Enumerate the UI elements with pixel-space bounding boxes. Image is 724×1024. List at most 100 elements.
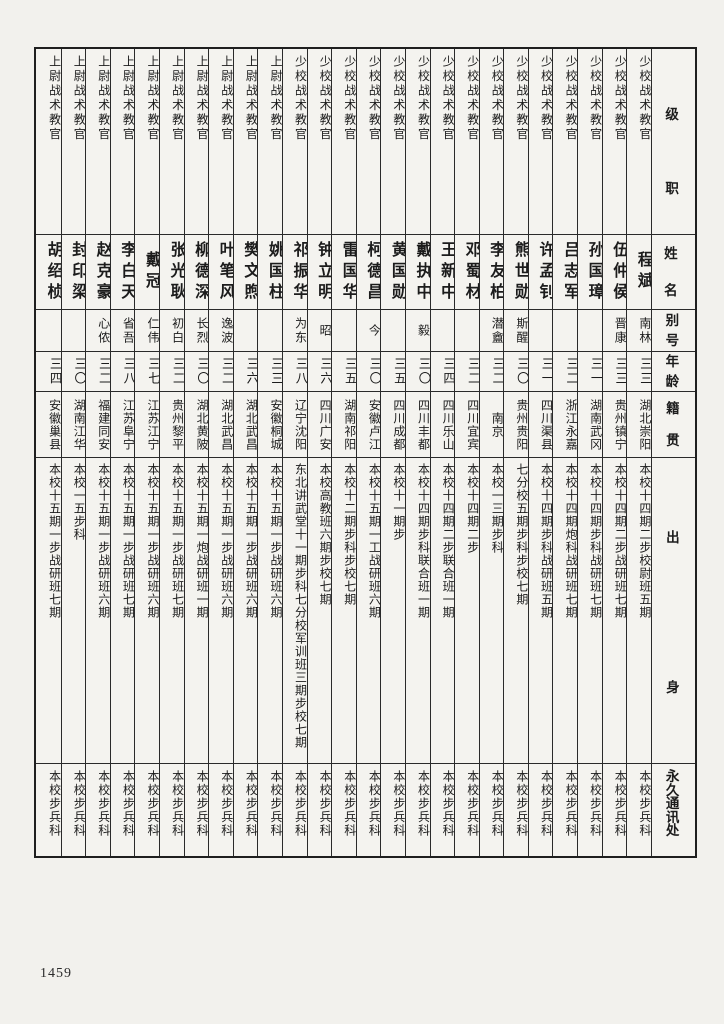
person-rank: 少校战术教官 <box>356 49 381 235</box>
person-name: 伍仲侯 <box>602 235 627 310</box>
person-rank: 上尉战术教官 <box>184 49 209 235</box>
header-rank: 级 职 <box>651 49 695 235</box>
person-contact: 本校步兵科 <box>318 770 332 838</box>
person-rank: 上尉战术教官 <box>110 49 135 235</box>
person-name: 吕志军 <box>553 235 578 310</box>
person-alias: 仁伟 <box>135 310 159 352</box>
person-name: 张光耿 <box>159 235 184 310</box>
person-contact: 本校步兵科 <box>47 770 61 838</box>
roster-table: 级 职 姓 名 别 号 年 龄 籍 贯 出 身 <box>34 47 697 858</box>
person-background: 本校十一期步 <box>381 458 405 764</box>
person-name: 戴冠 <box>135 235 159 310</box>
person-column: 上尉战术教官 柳德深 长烈 三〇 湖北黄陂 本校十五期一炮战研班一期 本校步兵科 <box>183 49 209 856</box>
person-rank: 少校战术教官 <box>627 49 651 235</box>
person-name: 孙国璋 <box>578 235 602 310</box>
person-age: 三〇 <box>184 352 209 392</box>
person-rank: 少校战术教官 <box>528 49 553 235</box>
header-age: 年 龄 <box>651 352 695 392</box>
person-background: 本校十四期二步 <box>455 458 479 764</box>
person-rank: 上尉战术教官 <box>159 49 184 235</box>
person-native-place: 湖北崇阳 <box>627 392 651 458</box>
person-name: 钟立明 <box>307 235 332 310</box>
person-column: 少校战术教官 柯德昌 今 三〇 安徽卢江 本校十五期一工战研班六期 本校步兵科 <box>355 49 381 856</box>
person-rank: 上尉战术教官 <box>209 49 233 235</box>
person-column: 上尉战术教官 胡绍桢 三四 安徽巢县 本校十五期一步战研班七期 本校步兵科 <box>36 49 61 856</box>
header-background-char: 出 <box>666 530 681 546</box>
person-rank: 上尉战术教官 <box>135 49 159 235</box>
person-contact: 本校步兵科 <box>244 770 258 838</box>
person-background: 本校十四期二步校尉班五期 <box>627 458 651 764</box>
person-age: 三三 <box>627 352 651 392</box>
person-name: 邓蜀材 <box>455 235 479 310</box>
person-column: 少校战术教官 吕志军 三二 浙江永嘉 本校十四期炮科战研班七期 本校步兵科 <box>552 49 578 856</box>
person-name: 封印梁 <box>61 235 86 310</box>
person-alias <box>430 310 455 352</box>
person-age: 三三 <box>602 352 627 392</box>
person-background: 本校十五期一步战研班六期 <box>86 458 110 764</box>
person-age: 三七 <box>135 352 159 392</box>
person-native-place: 四川丰都 <box>405 392 430 458</box>
person-column: 少校战术教官 程斌 南林 三三 湖北崇阳 本校十四期二步校尉班五期 本校步兵科 <box>626 49 651 856</box>
person-background: 本校十四期步科战研班五期 <box>528 458 553 764</box>
header-contact-char: 处 <box>665 823 681 838</box>
person-name: 赵克豪 <box>86 235 110 310</box>
person-age: 三〇 <box>405 352 430 392</box>
person-age: 三二 <box>455 352 479 392</box>
person-rank: 少校战术教官 <box>602 49 627 235</box>
person-contact: 本校步兵科 <box>613 770 627 838</box>
person-native-place: 四川渠县 <box>528 392 553 458</box>
person-native-place: 南京 <box>479 392 504 458</box>
person-column: 少校战术教官 黄国勋 三五 四川成都 本校十一期步 本校步兵科 <box>380 49 405 856</box>
header-name-char: 姓 <box>664 245 683 261</box>
person-native-place: 四川乐山 <box>430 392 455 458</box>
person-age: 三五 <box>381 352 405 392</box>
person-alias <box>455 310 479 352</box>
person-column: 少校战术教官 孙国璋 三一 湖南武冈 本校十四期步科战研班七期 本校步兵科 <box>577 49 602 856</box>
header-background: 出 身 <box>651 458 695 764</box>
person-background: 本校十五期一步战研班七期 <box>36 458 61 764</box>
person-rank: 少校战术教官 <box>504 49 528 235</box>
person-column: 上尉战术教官 张光耿 初白 三二 贵州黎平 本校十五期一步战研班七期 本校步兵科 <box>158 49 184 856</box>
person-name: 姚国柱 <box>258 235 282 310</box>
person-native-place: 贵州镇宁 <box>602 392 627 458</box>
person-age: 三五 <box>332 352 356 392</box>
person-name: 樊文煦 <box>233 235 258 310</box>
person-name: 李友柏 <box>479 235 504 310</box>
person-rank: 少校战术教官 <box>553 49 578 235</box>
person-native-place: 江苏江宁 <box>135 392 159 458</box>
person-native-place: 湖南武冈 <box>578 392 602 458</box>
header-contact-char: 讯 <box>665 809 681 825</box>
person-contact: 本校步兵科 <box>367 770 381 838</box>
person-column: 上尉战术教官 封印梁 三〇 湖南江华 本校一五步科 本校步兵科 <box>60 49 86 856</box>
person-contact: 本校步兵科 <box>72 770 86 838</box>
person-contact: 本校步兵科 <box>539 770 553 838</box>
person-background: 本校十四期炮科战研班七期 <box>553 458 578 764</box>
person-native-place: 四川广安 <box>307 392 332 458</box>
header-alias-char: 别 <box>665 312 682 328</box>
person-name: 许孟钊 <box>528 235 553 310</box>
header-rank-char: 级 <box>665 106 682 122</box>
person-age: 三四 <box>36 352 61 392</box>
person-contact: 本校步兵科 <box>490 770 504 838</box>
header-native-char: 贯 <box>666 433 681 448</box>
person-name: 叶笔风 <box>209 235 233 310</box>
person-rank: 少校战术教官 <box>430 49 455 235</box>
person-column: 上尉战术教官 姚国柱 三三 安徽桐城 本校十五期一步战研班六期 本校步兵科 <box>257 49 282 856</box>
person-alias <box>578 310 602 352</box>
person-native-place: 安徽桐城 <box>258 392 282 458</box>
person-alias: 今 <box>356 310 381 352</box>
header-contact-char: 久 <box>665 782 681 798</box>
person-background: 本校十五期一步战研班七期 <box>110 458 135 764</box>
person-native-place: 湖南祁阳 <box>332 392 356 458</box>
person-contact: 本校步兵科 <box>391 770 405 838</box>
person-native-place: 四川成都 <box>381 392 405 458</box>
person-background: 本校十五期一步战研班六期 <box>209 458 233 764</box>
person-background: 本校十五期一步战研班六期 <box>258 458 282 764</box>
person-alias <box>553 310 578 352</box>
header-background-char: 身 <box>666 680 681 696</box>
header-rank-char: 职 <box>665 181 682 196</box>
person-native-place: 安徽巢县 <box>36 392 61 458</box>
person-column: 少校战术教官 李友柏 潜盦 三二 南京 本校一三期步科 本校步兵科 <box>478 49 504 856</box>
person-rank: 少校战术教官 <box>332 49 356 235</box>
header-age-char: 年 <box>665 354 682 369</box>
